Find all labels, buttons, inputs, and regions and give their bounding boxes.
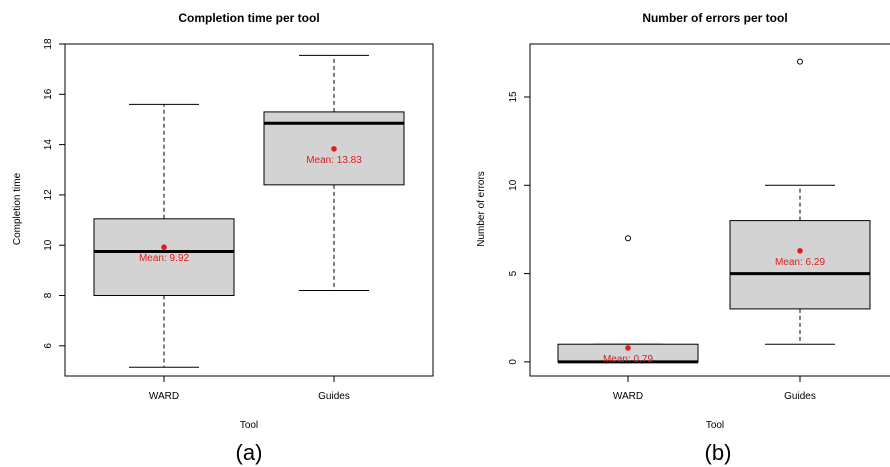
panel-label: (b)	[705, 440, 732, 465]
mean-point	[625, 345, 631, 351]
mean-label: Mean: 13.83	[306, 155, 362, 166]
y-tick-label: 14	[43, 139, 54, 151]
iqr-box	[93, 218, 235, 297]
y-axis: 6 8 10 12 14 16 18	[43, 38, 65, 349]
y-tick-label: 16	[43, 88, 54, 100]
plot-frame	[64, 43, 434, 377]
outlier-point	[797, 58, 803, 65]
chart-errors: Number of errors per tool Tool Number of…	[476, 11, 890, 465]
x-tick-label: Guides	[784, 391, 816, 402]
x-axis: WARD Guides	[149, 376, 350, 402]
y-tick-label: 0	[508, 359, 519, 365]
box-ward: Mean: 9.92	[93, 103, 235, 368]
y-tick-label: 5	[508, 270, 519, 276]
x-axis: WARD Guides	[613, 376, 816, 402]
box-ward: Mean: 0.79	[557, 235, 699, 365]
y-axis-label: Completion time	[12, 172, 23, 245]
x-tick-label: Guides	[318, 391, 350, 402]
mean-label: Mean: 9.92	[139, 253, 189, 264]
y-tick-label: 6	[43, 343, 54, 349]
mean-point	[797, 247, 803, 254]
x-axis-label: Tool	[240, 420, 258, 431]
x-tick-label: WARD	[613, 391, 643, 402]
box-plots: Mean: 0.79 Mean: 6.29	[557, 58, 871, 365]
panel-label: (a)	[236, 440, 263, 465]
chart-title: Number of errors per tool	[642, 11, 787, 25]
mean-point	[331, 146, 337, 152]
outlier-point	[625, 235, 631, 242]
x-tick-label: WARD	[149, 391, 179, 402]
y-tick-label: 18	[43, 38, 54, 50]
mean-label: Mean: 6.29	[775, 257, 825, 268]
chart-title: Completion time per tool	[178, 11, 319, 25]
chart-completion-time: Completion time per tool Tool Completion…	[12, 11, 434, 465]
mean-label: Mean: 0.79	[603, 354, 653, 365]
box-guides: Mean: 13.83	[263, 54, 405, 291]
box-guides: Mean: 6.29	[729, 58, 871, 345]
y-tick-label: 15	[508, 91, 519, 103]
x-axis-label: Tool	[706, 420, 724, 431]
plot-frame	[529, 43, 890, 377]
y-axis: 0 5 10 15	[508, 91, 530, 365]
box-plots: Mean: 9.92 Mean: 13.83	[93, 54, 405, 368]
y-tick-label: 10	[43, 239, 54, 251]
y-tick-label: 8	[43, 292, 54, 298]
mean-point	[161, 244, 167, 251]
y-tick-label: 12	[43, 189, 54, 201]
y-tick-label: 10	[508, 179, 519, 191]
y-axis-label: Number of errors	[476, 171, 487, 247]
iqr-box	[729, 220, 871, 310]
